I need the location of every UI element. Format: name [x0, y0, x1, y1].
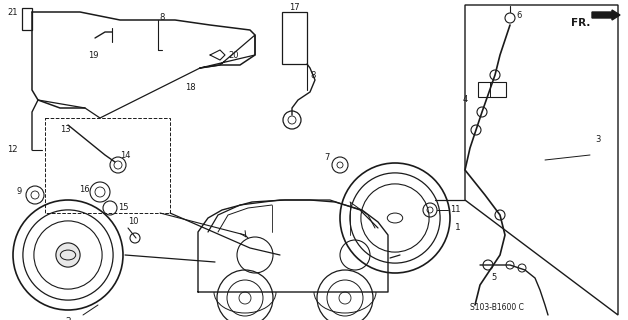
Text: 11: 11 — [450, 205, 460, 214]
Text: 14: 14 — [120, 150, 131, 159]
Text: 7: 7 — [325, 154, 330, 163]
FancyArrow shape — [592, 10, 620, 20]
Circle shape — [490, 70, 500, 80]
Text: 9: 9 — [17, 188, 22, 196]
Bar — [282, 12, 307, 64]
Text: 2: 2 — [65, 317, 71, 320]
Text: 1: 1 — [455, 223, 461, 233]
Text: 10: 10 — [127, 218, 138, 227]
Bar — [478, 82, 506, 97]
Bar — [22, 8, 32, 30]
Text: 20: 20 — [228, 51, 239, 60]
Circle shape — [477, 107, 487, 117]
Text: 5: 5 — [491, 274, 497, 283]
Text: 8: 8 — [160, 13, 165, 22]
Text: 19: 19 — [88, 51, 99, 60]
Circle shape — [471, 125, 481, 135]
Text: FR.: FR. — [571, 18, 590, 28]
Text: 3: 3 — [595, 135, 600, 145]
Text: 17: 17 — [289, 4, 300, 12]
Text: 18: 18 — [185, 84, 196, 92]
Text: S103-B1600 C: S103-B1600 C — [470, 303, 524, 313]
Text: 12: 12 — [8, 146, 18, 155]
Text: 8: 8 — [310, 70, 315, 79]
Text: 15: 15 — [118, 204, 129, 212]
Text: 4: 4 — [463, 95, 468, 105]
Bar — [45, 118, 170, 213]
Text: 13: 13 — [60, 125, 70, 134]
Text: 21: 21 — [8, 8, 18, 17]
Circle shape — [56, 243, 80, 267]
Text: 16: 16 — [79, 186, 90, 195]
Circle shape — [495, 210, 505, 220]
Text: 6: 6 — [516, 12, 521, 20]
